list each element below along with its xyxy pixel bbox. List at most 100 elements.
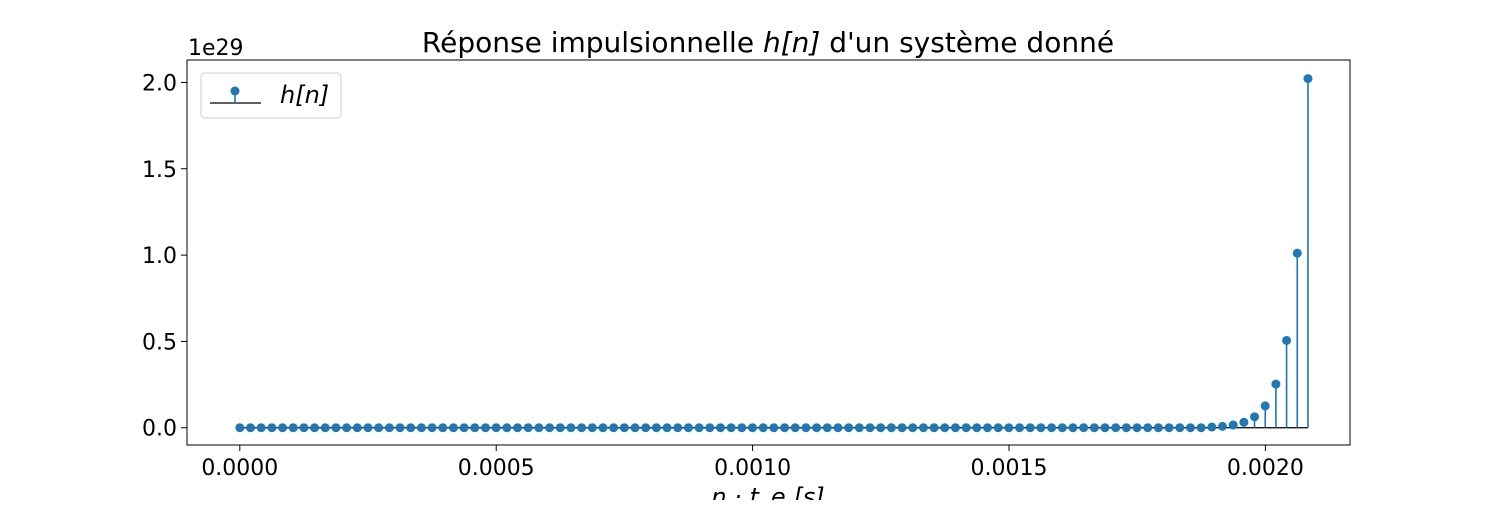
stem-marker (908, 423, 918, 433)
stem-marker (1089, 423, 1099, 433)
stem-marker (235, 423, 245, 433)
stem-marker (886, 423, 896, 433)
stem-marker (1250, 412, 1260, 422)
stem-marker (1004, 423, 1014, 433)
stem-marker (983, 423, 993, 433)
stem-marker (1239, 417, 1249, 427)
stem-marker (694, 423, 704, 433)
stem-marker (480, 423, 490, 433)
stem-marker (790, 423, 800, 433)
stem-marker (758, 423, 768, 433)
chart-title: Réponse impulsionnelle h[n] d'un système… (422, 26, 1114, 59)
stem-marker (993, 423, 1003, 433)
chart-marks (235, 74, 1313, 433)
stem-marker (673, 423, 683, 433)
stem-marker (619, 423, 629, 433)
x-axis-label: n · t_e [s] (711, 483, 824, 500)
stem-marker (1111, 423, 1121, 433)
stem-marker (1218, 421, 1228, 431)
stem-marker (715, 423, 725, 433)
stem-marker (534, 423, 544, 433)
stem-marker (651, 423, 661, 433)
legend-marker-sample (230, 86, 240, 96)
x-tick-label: 0.0015 (971, 456, 1048, 481)
stem-marker (950, 423, 960, 433)
stem-marker (384, 423, 394, 433)
stem-marker (299, 423, 309, 433)
legend-box (200, 72, 342, 119)
stem-marker (491, 423, 501, 433)
stem-marker (1292, 248, 1302, 258)
y-offset-text: 1e29 (188, 36, 244, 61)
stem-marker (737, 423, 747, 433)
stem-marker (748, 423, 758, 433)
stem-marker (1025, 423, 1035, 433)
stem-marker (1185, 423, 1195, 433)
stem-marker (256, 423, 266, 433)
stem-marker (833, 423, 843, 433)
y-tick-label: 0.0 (142, 417, 177, 442)
stem-marker (406, 423, 416, 433)
plot-frame (186, 59, 1351, 446)
x-tick-label: 0.0010 (714, 456, 791, 481)
stem-marker (918, 423, 928, 433)
y-tick-label: 0.5 (142, 330, 177, 355)
stem-marker (609, 423, 619, 433)
stem-marker (513, 423, 523, 433)
stem-marker (288, 423, 298, 433)
x-tick-label: 0.0020 (1227, 456, 1304, 481)
stem-marker (1207, 422, 1217, 432)
stem-marker (630, 423, 640, 433)
stem-marker (1153, 423, 1163, 433)
stem-marker (320, 423, 330, 433)
stem-marker (470, 423, 480, 433)
stem-marker (801, 423, 811, 433)
stem-marker (844, 423, 854, 433)
stem-marker (577, 423, 587, 433)
stem-marker (555, 423, 565, 433)
stem-marker (416, 423, 426, 433)
stem-marker (438, 423, 448, 433)
stem-marker (822, 423, 832, 433)
stem-marker (1282, 335, 1292, 345)
stem-marker (1303, 74, 1313, 84)
stem-marker (865, 423, 875, 433)
stem-marker (1100, 423, 1110, 433)
stem-marker (1196, 423, 1206, 433)
stem-marker (1057, 423, 1067, 433)
stem-marker (1132, 423, 1142, 433)
stem-marker (352, 423, 362, 433)
stem-marker (1079, 423, 1089, 433)
stem-marker (1068, 423, 1078, 433)
stem-marker (1121, 423, 1131, 433)
stem-marker (459, 423, 469, 433)
stem-marker (267, 423, 277, 433)
stem-marker (1143, 423, 1153, 433)
stem-marker (897, 423, 907, 433)
stem-marker (1015, 423, 1025, 433)
stem-marker (245, 423, 255, 433)
y-tick-label: 1.5 (142, 158, 177, 183)
stem-marker (641, 423, 651, 433)
legend-label: h[n] (280, 81, 329, 109)
stem-marker (545, 423, 555, 433)
stem-marker (726, 423, 736, 433)
stem-marker (1164, 423, 1174, 433)
stem-marker (780, 423, 790, 433)
stem-marker (566, 423, 576, 433)
y-tick-label: 1.0 (142, 244, 177, 269)
stem-marker (310, 423, 320, 433)
stem-marker (812, 423, 822, 433)
stem-marker (662, 423, 672, 433)
x-tick-label: 0.0005 (458, 456, 535, 481)
stem-marker (940, 423, 950, 433)
stem-marker (1036, 423, 1046, 433)
stem-marker (1175, 423, 1185, 433)
legend: h[n] (200, 72, 342, 119)
stem-marker (587, 423, 597, 433)
stem-marker (342, 423, 352, 433)
x-tick-label: 0.0000 (201, 456, 278, 481)
stem-marker (523, 423, 533, 433)
stem-marker (1271, 379, 1281, 389)
stem-marker (1260, 401, 1270, 411)
